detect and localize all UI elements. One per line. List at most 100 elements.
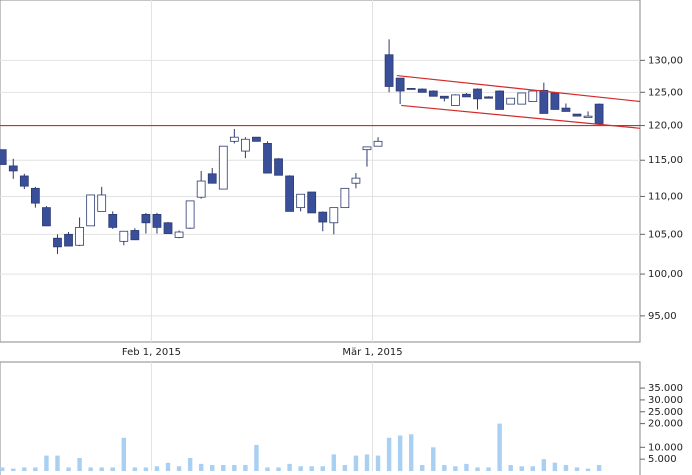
candle-body xyxy=(241,138,250,152)
candle-body xyxy=(473,88,482,100)
candle-body xyxy=(561,107,571,112)
volume-bar xyxy=(44,455,49,471)
volume-bar xyxy=(132,467,138,471)
volume-bar xyxy=(574,467,580,471)
trend-line xyxy=(401,104,641,129)
y-tick-label: 35.000 xyxy=(648,383,683,394)
volume-bar xyxy=(11,468,16,471)
candle-body xyxy=(119,230,129,242)
candle-body xyxy=(384,54,394,87)
volume-bar xyxy=(99,467,104,471)
volume-bar xyxy=(198,463,204,471)
candle-body xyxy=(550,92,560,110)
candle-body xyxy=(373,140,383,147)
volume-bar xyxy=(55,455,60,471)
volume-bar xyxy=(88,467,93,471)
candle-body xyxy=(451,94,460,106)
candle-body xyxy=(572,113,582,117)
candle-body xyxy=(428,90,438,97)
volume-bar xyxy=(210,465,215,471)
volume-bar xyxy=(552,462,558,471)
candle-body xyxy=(318,211,328,223)
volume-bar xyxy=(508,465,513,471)
volume-bar xyxy=(420,465,425,471)
candle-body xyxy=(196,180,206,198)
volume-bar xyxy=(33,467,38,471)
candle-body xyxy=(583,115,593,118)
y-tick-label: 30.000 xyxy=(648,395,683,406)
candle-body xyxy=(484,96,493,99)
candle-body xyxy=(395,77,405,92)
volume-bar xyxy=(475,467,480,471)
candle-body xyxy=(30,187,40,204)
candle-body xyxy=(75,226,84,246)
volume-bar xyxy=(563,465,569,471)
volume-bar xyxy=(386,437,392,471)
candle-body xyxy=(163,222,173,234)
volume-bar xyxy=(541,459,547,471)
volume-bar xyxy=(585,468,591,471)
candle-body xyxy=(218,145,228,190)
candle-body xyxy=(0,149,7,165)
candle-body xyxy=(274,158,283,176)
y-tick-label: 105,00 xyxy=(648,229,683,240)
volume-bar xyxy=(530,466,535,471)
volume-bar xyxy=(276,467,281,471)
x-tick-label: Mär 1, 2015 xyxy=(342,347,402,358)
y-tick-label: 110,00 xyxy=(648,191,683,202)
candle-body xyxy=(19,175,29,187)
candle-body xyxy=(108,214,118,228)
volume-bar xyxy=(121,437,127,471)
candle-body xyxy=(506,97,516,105)
volume-bar xyxy=(331,454,337,471)
candle-body xyxy=(42,207,51,227)
volume-bar xyxy=(464,463,469,471)
price-panel xyxy=(0,0,641,343)
candle-body xyxy=(229,136,239,142)
volume-bar xyxy=(66,467,71,471)
candle-body xyxy=(86,194,96,227)
volume-bar xyxy=(254,444,259,471)
y-tick-label: 95,00 xyxy=(648,311,677,322)
y-tick-label: 115,00 xyxy=(648,155,683,166)
volume-bar xyxy=(176,466,182,471)
volume-bar xyxy=(298,466,303,471)
y-tick-label: 25.000 xyxy=(648,407,683,418)
candle-body xyxy=(185,200,195,229)
x-tick-label: Feb 1, 2015 xyxy=(122,347,181,358)
volume-bar xyxy=(287,463,292,471)
y-tick-label: 125,00 xyxy=(648,87,683,98)
candle-body xyxy=(252,136,261,142)
candle-body xyxy=(263,143,272,174)
candle-body xyxy=(97,194,107,212)
volume-bar xyxy=(442,465,447,471)
candle-body xyxy=(417,88,427,93)
candle-body xyxy=(285,175,294,212)
candle-body xyxy=(462,93,471,98)
volume-bar xyxy=(353,455,359,471)
candle-body xyxy=(296,193,306,209)
volume-bar xyxy=(22,467,27,471)
y-tick-label: 120,00 xyxy=(648,121,683,132)
candle-body xyxy=(8,165,18,172)
y-tick-label: 100,00 xyxy=(648,269,683,280)
volume-bar xyxy=(165,462,171,471)
candle-body xyxy=(174,231,184,238)
volume-bar xyxy=(77,457,82,471)
volume-bar xyxy=(375,455,381,471)
volume-panel xyxy=(0,361,641,475)
candle-body xyxy=(130,230,140,241)
volume-bar xyxy=(453,466,458,471)
candle-body xyxy=(517,92,527,105)
candle-body xyxy=(53,237,62,248)
candle-body xyxy=(141,214,151,224)
volume-bar xyxy=(486,467,491,471)
candle-body xyxy=(528,90,538,102)
volume-bar xyxy=(431,447,436,471)
candle-body xyxy=(307,191,317,214)
volume-bar xyxy=(497,423,502,471)
candle-body xyxy=(539,89,549,114)
y-tick-label: 10.000 xyxy=(648,442,683,453)
candle-body xyxy=(362,146,372,151)
